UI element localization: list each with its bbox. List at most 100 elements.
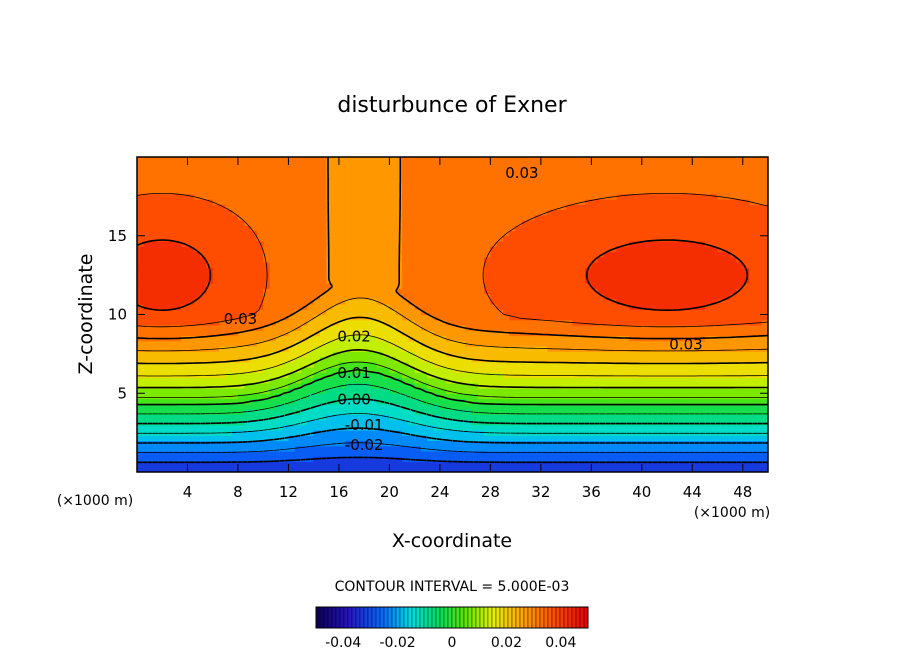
field-cell bbox=[351, 335, 359, 342]
field-cell bbox=[616, 351, 624, 358]
field-cell bbox=[332, 162, 340, 169]
field-cell bbox=[143, 267, 151, 274]
field-cell bbox=[376, 193, 384, 200]
field-cell bbox=[313, 293, 321, 300]
field-cell bbox=[471, 424, 479, 431]
field-cell bbox=[540, 419, 548, 426]
field-cell bbox=[521, 424, 529, 431]
field-cell bbox=[603, 456, 611, 463]
field-cell bbox=[200, 419, 208, 426]
field-cell bbox=[616, 393, 624, 400]
field-cell bbox=[168, 356, 176, 363]
field-cell bbox=[471, 335, 479, 342]
field-cell bbox=[420, 372, 428, 379]
field-cell bbox=[559, 188, 567, 195]
field-cell bbox=[332, 288, 340, 295]
field-cell bbox=[206, 309, 214, 316]
field-cell bbox=[206, 398, 214, 405]
field-cell bbox=[629, 403, 637, 410]
field-cell bbox=[521, 414, 529, 421]
field-cell bbox=[622, 178, 630, 184]
field-cell bbox=[566, 225, 573, 232]
field-cell bbox=[206, 356, 214, 363]
field-cell bbox=[414, 193, 422, 200]
field-cell bbox=[193, 382, 201, 389]
field-cell bbox=[635, 377, 643, 384]
field-cell bbox=[263, 309, 271, 316]
field-cell bbox=[219, 356, 226, 363]
field-cell bbox=[534, 230, 542, 237]
field-cell bbox=[414, 356, 422, 363]
field-cell bbox=[452, 298, 460, 305]
field-cell bbox=[143, 351, 151, 358]
field-cell bbox=[603, 199, 611, 205]
field-cell bbox=[458, 445, 466, 452]
field-cell bbox=[648, 277, 656, 284]
field-cell bbox=[654, 351, 662, 358]
field-cell bbox=[250, 419, 258, 426]
field-cell bbox=[345, 256, 353, 263]
field-cell bbox=[420, 188, 428, 195]
field-cell bbox=[610, 325, 618, 331]
field-cell bbox=[168, 188, 176, 195]
field-cell bbox=[660, 414, 668, 421]
field-cell bbox=[256, 209, 264, 216]
field-cell bbox=[515, 267, 523, 274]
field-cell bbox=[597, 214, 605, 221]
field-cell bbox=[616, 403, 624, 410]
field-cell bbox=[370, 451, 378, 457]
field-cell bbox=[326, 314, 334, 321]
field-cell bbox=[502, 361, 510, 368]
field-cell bbox=[629, 419, 637, 426]
field-cell bbox=[137, 346, 144, 352]
field-cell bbox=[484, 167, 491, 174]
field-cell bbox=[490, 466, 498, 472]
field-cell bbox=[250, 414, 258, 421]
field-cell bbox=[275, 325, 283, 331]
field-cell bbox=[376, 157, 384, 163]
field-cell bbox=[193, 183, 201, 190]
field-cell bbox=[357, 199, 365, 205]
field-cell bbox=[540, 162, 548, 169]
field-cell bbox=[515, 251, 523, 258]
field-cell bbox=[155, 209, 163, 216]
field-cell bbox=[357, 382, 365, 389]
field-cell bbox=[364, 372, 372, 379]
field-cell bbox=[439, 409, 447, 415]
field-cell bbox=[528, 214, 536, 221]
field-cell bbox=[225, 183, 233, 190]
field-cell bbox=[547, 262, 555, 268]
field-cell bbox=[231, 283, 239, 289]
field-cell bbox=[591, 204, 599, 211]
field-cell bbox=[225, 340, 233, 347]
field-cell bbox=[603, 356, 611, 363]
field-cell bbox=[414, 283, 422, 289]
field-cell bbox=[383, 235, 390, 242]
field-cell bbox=[162, 204, 170, 211]
field-cell bbox=[250, 424, 258, 431]
field-cell bbox=[332, 372, 340, 379]
field-cell bbox=[313, 309, 321, 316]
field-cell bbox=[408, 204, 416, 211]
field-cell bbox=[174, 424, 182, 431]
field-cell bbox=[193, 398, 201, 405]
field-cell bbox=[231, 414, 239, 421]
field-cell bbox=[383, 267, 390, 274]
field-cell bbox=[427, 414, 435, 421]
field-cell bbox=[648, 209, 656, 216]
field-cell bbox=[641, 377, 649, 384]
field-cell bbox=[168, 183, 176, 190]
field-cell bbox=[244, 414, 252, 421]
field-cell bbox=[137, 162, 144, 169]
field-cell bbox=[502, 183, 510, 190]
field-cell bbox=[301, 340, 308, 347]
field-cell bbox=[427, 267, 435, 274]
field-cell bbox=[187, 241, 195, 247]
field-cell bbox=[149, 267, 157, 274]
field-cell bbox=[559, 183, 567, 190]
field-cell bbox=[187, 298, 195, 305]
field-cell bbox=[528, 461, 536, 468]
field-cell bbox=[648, 220, 656, 226]
field-cell bbox=[509, 319, 517, 326]
field-cell bbox=[256, 409, 264, 415]
